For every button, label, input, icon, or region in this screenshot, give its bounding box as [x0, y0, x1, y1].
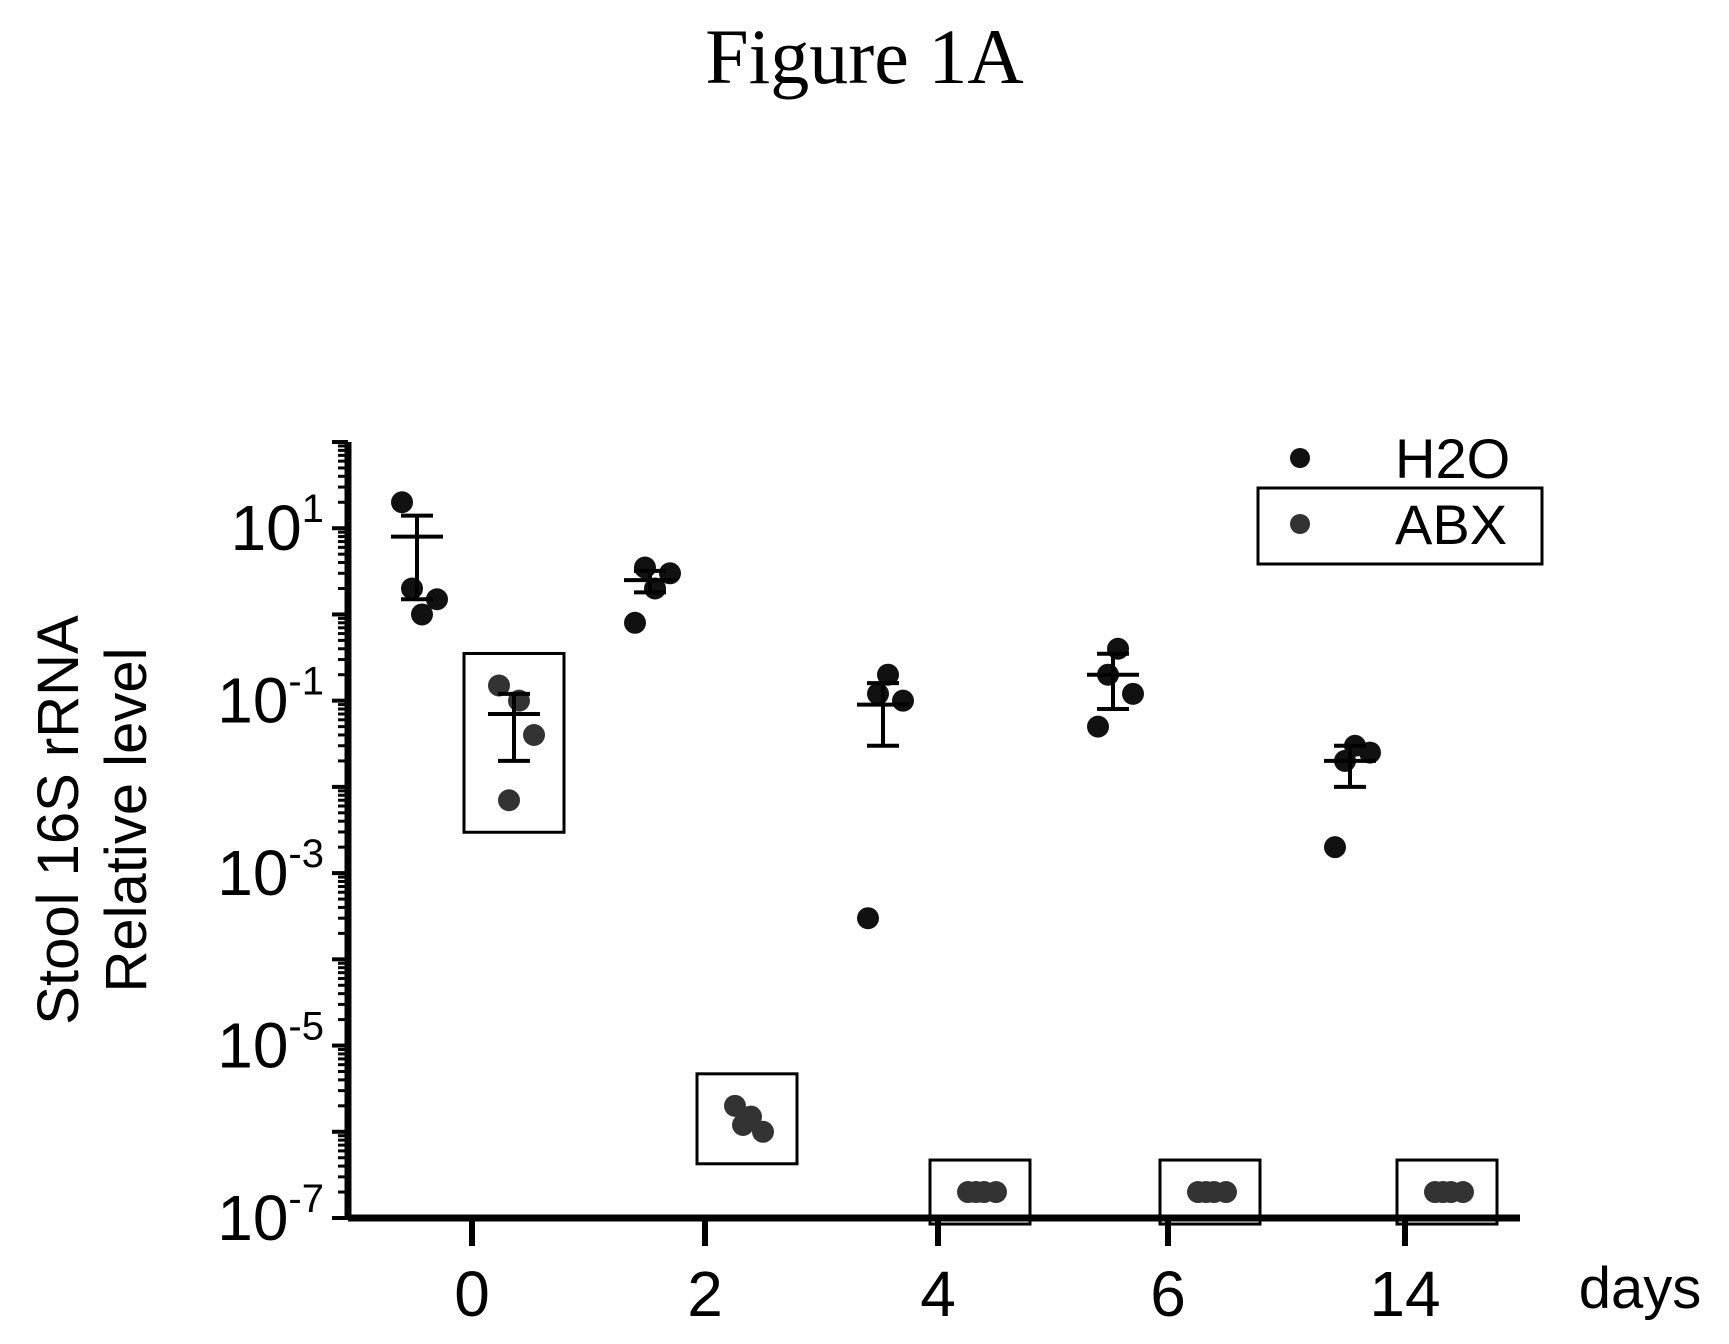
data-point [732, 1113, 754, 1136]
abx-group-box [928, 1158, 1032, 1226]
x-tick-label: 6 [1150, 1258, 1186, 1330]
y-tick-base: 10 [217, 1182, 288, 1254]
data-point [752, 1120, 774, 1143]
legend-label: H2O [1395, 427, 1510, 490]
abx-group-box [695, 1072, 799, 1166]
figure-title: Figure 1A [705, 13, 1024, 100]
data-point [1195, 1181, 1217, 1204]
data-point [488, 674, 510, 697]
axes [332, 440, 1520, 1246]
y-axis-title-line-2: Relative level [94, 648, 159, 993]
y-tick-label: 10-7 [217, 1177, 324, 1254]
y-tick-base: 10 [217, 837, 288, 909]
data-point [724, 1094, 746, 1117]
data-point [411, 603, 433, 626]
y-tick-exponent: -5 [288, 1005, 324, 1049]
data-point [1452, 1181, 1474, 1204]
x-tick-label: 4 [920, 1258, 956, 1330]
data-point [1122, 682, 1144, 705]
x-tick-label: 0 [454, 1258, 490, 1330]
y-tick-label: 10-1 [217, 660, 324, 737]
y-tick-exponent: -1 [288, 660, 324, 704]
data-point [1432, 1181, 1454, 1204]
y-tick-base: 10 [217, 1010, 288, 1082]
legend-abx-box [1256, 486, 1544, 566]
legend-label: ABX [1395, 493, 1507, 556]
data-point [624, 611, 646, 634]
data-marks [391, 491, 1499, 1226]
data-point [1215, 1181, 1237, 1204]
data-point [877, 663, 899, 686]
data-point [523, 723, 545, 746]
data-point [401, 577, 423, 600]
data-point [1107, 637, 1129, 660]
y-tick-base: 10 [217, 665, 288, 737]
y-tick-exponent: -3 [288, 832, 324, 876]
abx-group-box [462, 651, 566, 834]
data-point [391, 491, 413, 514]
y-axis-title-line-1: Stool 16S rRNA [26, 615, 91, 1025]
data-point [1324, 836, 1346, 859]
data-point [867, 682, 889, 705]
data-point [965, 1181, 987, 1204]
legend-marker [1290, 514, 1310, 534]
y-tick-label: 10-3 [217, 832, 324, 909]
x-axis-title: days [1579, 1256, 1702, 1321]
y-tick-exponent: -7 [288, 1177, 324, 1221]
data-point [634, 556, 656, 579]
y-tick-exponent: 1 [302, 487, 324, 531]
abx-group-box [1395, 1158, 1499, 1226]
data-point [426, 588, 448, 611]
data-point [857, 907, 879, 930]
x-tick-label: 14 [1369, 1258, 1440, 1330]
data-point [892, 689, 914, 712]
data-point [498, 789, 520, 812]
y-tick-base: 10 [231, 492, 302, 564]
abx-group-box [1158, 1158, 1262, 1226]
x-tick-label: 2 [687, 1258, 723, 1330]
legend-marker [1290, 448, 1310, 468]
data-point [1087, 715, 1109, 738]
data-point [985, 1181, 1007, 1204]
y-tick-label: 101 [231, 487, 324, 564]
y-tick-label: 10-5 [217, 1005, 324, 1082]
